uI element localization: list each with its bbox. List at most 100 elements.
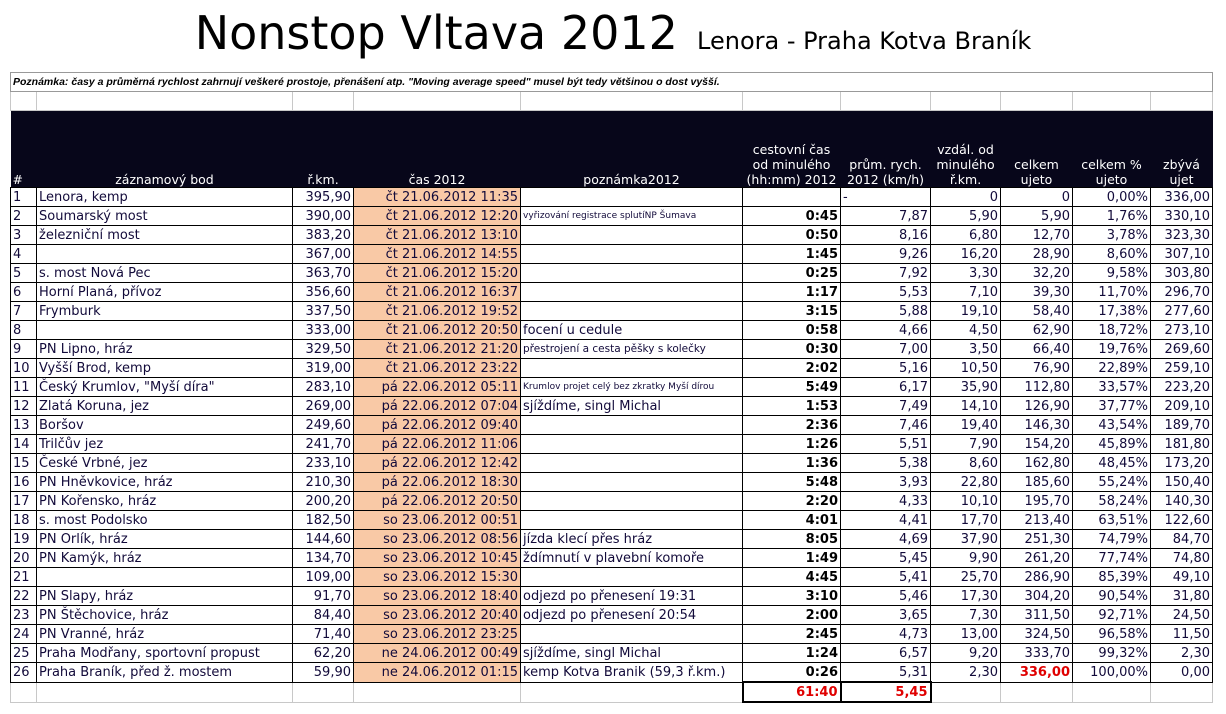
river-km-cell[interactable]: 91,70 <box>292 586 354 606</box>
row-number-cell[interactable]: 17 <box>10 491 37 511</box>
travel-time-cell[interactable]: 4:45 <box>742 567 841 587</box>
empty-cell[interactable] <box>1150 91 1213 111</box>
travel-time-cell[interactable]: 4:01 <box>742 510 841 530</box>
remaining-km-cell[interactable]: 269,60 <box>1150 339 1213 359</box>
remark-cell[interactable]: kemp Kotva Branik (59,3 ř.km.) <box>520 662 743 683</box>
river-km-cell[interactable]: 210,30 <box>292 472 354 492</box>
travel-time-cell[interactable]: 5:48 <box>742 472 841 492</box>
remark-cell[interactable] <box>520 358 743 378</box>
timestamp-cell[interactable]: čt 21.06.2012 15:20 <box>353 263 521 283</box>
avg-speed-cell[interactable]: 9,26 <box>840 244 931 264</box>
total-km-cell[interactable]: 261,20 <box>1000 548 1073 568</box>
total-percent-cell[interactable]: 85,39% <box>1072 567 1151 587</box>
travel-time-cell[interactable]: 1:49 <box>742 548 841 568</box>
remaining-km-cell[interactable]: 49,10 <box>1150 567 1213 587</box>
river-km-cell[interactable]: 182,50 <box>292 510 354 530</box>
point-name-cell[interactable] <box>36 320 293 340</box>
row-number-cell[interactable]: 24 <box>10 624 37 644</box>
distance-cell[interactable]: 8,60 <box>930 453 1001 473</box>
river-km-cell[interactable]: 62,20 <box>292 643 354 663</box>
total-percent-cell[interactable]: 33,57% <box>1072 377 1151 397</box>
total-percent-cell[interactable]: 1,76% <box>1072 206 1151 226</box>
travel-time-cell[interactable]: 8:05 <box>742 529 841 549</box>
total-km-cell[interactable]: 333,70 <box>1000 643 1073 663</box>
travel-time-cell[interactable]: 2:00 <box>742 605 841 625</box>
timestamp-cell[interactable]: čt 21.06.2012 13:10 <box>353 225 521 245</box>
remark-cell[interactable] <box>520 263 743 283</box>
total-km-cell[interactable]: 185,60 <box>1000 472 1073 492</box>
travel-time-cell[interactable]: 1:36 <box>742 453 841 473</box>
point-name-cell[interactable]: Lenora, kemp <box>36 187 293 207</box>
distance-cell[interactable]: 37,90 <box>930 529 1001 549</box>
distance-cell[interactable]: 16,20 <box>930 244 1001 264</box>
timestamp-cell[interactable]: čt 21.06.2012 14:55 <box>353 244 521 264</box>
travel-time-cell[interactable]: 1:24 <box>742 643 841 663</box>
river-km-cell[interactable]: 356,60 <box>292 282 354 302</box>
remark-cell[interactable] <box>520 491 743 511</box>
avg-speed-cell[interactable]: 7,00 <box>840 339 931 359</box>
timestamp-cell[interactable]: čt 21.06.2012 23:22 <box>353 358 521 378</box>
total-km-cell[interactable]: 58,40 <box>1000 301 1073 321</box>
point-name-cell[interactable] <box>36 567 293 587</box>
total-km-cell[interactable]: 62,90 <box>1000 320 1073 340</box>
total-avg-speed[interactable]: 5,45 <box>839 681 932 703</box>
point-name-cell[interactable]: Soumarský most <box>36 206 293 226</box>
river-km-cell[interactable]: 200,20 <box>292 491 354 511</box>
row-number-cell[interactable]: 4 <box>10 244 37 264</box>
distance-cell[interactable]: 7,10 <box>930 282 1001 302</box>
total-percent-cell[interactable]: 55,24% <box>1072 472 1151 492</box>
timestamp-cell[interactable]: so 23.06.2012 10:45 <box>353 548 521 568</box>
travel-time-cell[interactable]: 1:53 <box>742 396 841 416</box>
row-number-cell[interactable]: 22 <box>10 586 37 606</box>
distance-cell[interactable]: 10,50 <box>930 358 1001 378</box>
timestamp-cell[interactable]: so 23.06.2012 08:56 <box>353 529 521 549</box>
row-number-cell[interactable]: 2 <box>10 206 37 226</box>
timestamp-cell[interactable]: pá 22.06.2012 05:11 <box>353 377 521 397</box>
timestamp-cell[interactable]: ne 24.06.2012 01:15 <box>353 662 521 683</box>
river-km-cell[interactable]: 241,70 <box>292 434 354 454</box>
header-remark[interactable]: poznámka2012 <box>520 110 743 188</box>
distance-cell[interactable]: 9,20 <box>930 643 1001 663</box>
remaining-km-cell[interactable]: 223,20 <box>1150 377 1213 397</box>
avg-speed-cell[interactable]: - <box>840 187 931 207</box>
distance-cell[interactable]: 3,50 <box>930 339 1001 359</box>
travel-time-cell[interactable]: 2:36 <box>742 415 841 435</box>
remark-cell[interactable]: ždímnutí v plavební komoře <box>520 548 743 568</box>
total-km-cell[interactable]: 286,90 <box>1000 567 1073 587</box>
remark-cell[interactable]: přestrojení a cesta pěšky s kolečky <box>520 339 743 359</box>
total-km-cell[interactable]: 5,90 <box>1000 206 1073 226</box>
travel-time-cell[interactable]: 1:26 <box>742 434 841 454</box>
empty-cell[interactable] <box>36 681 293 703</box>
point-name-cell[interactable] <box>36 244 293 264</box>
row-number-cell[interactable]: 8 <box>10 320 37 340</box>
point-name-cell[interactable]: Trilčův jez <box>36 434 293 454</box>
distance-cell[interactable]: 13,00 <box>930 624 1001 644</box>
remaining-km-cell[interactable]: 303,80 <box>1150 263 1213 283</box>
total-percent-cell[interactable]: 9,58% <box>1072 263 1151 283</box>
header-remaining-km[interactable]: zbývá ujet <box>1150 110 1213 188</box>
avg-speed-cell[interactable]: 6,17 <box>840 377 931 397</box>
total-percent-cell[interactable]: 37,77% <box>1072 396 1151 416</box>
header-distance[interactable]: vzdál. od minulého ř.km. <box>930 110 1001 188</box>
header-point-name[interactable]: záznamový bod <box>36 110 293 188</box>
avg-speed-cell[interactable]: 4,73 <box>840 624 931 644</box>
remaining-km-cell[interactable]: 173,20 <box>1150 453 1213 473</box>
remaining-km-cell[interactable]: 209,10 <box>1150 396 1213 416</box>
timestamp-cell[interactable]: pá 22.06.2012 12:42 <box>353 453 521 473</box>
remark-cell[interactable] <box>520 415 743 435</box>
empty-cell[interactable] <box>36 91 293 111</box>
timestamp-cell[interactable]: ne 24.06.2012 00:49 <box>353 643 521 663</box>
remaining-km-cell[interactable]: 122,60 <box>1150 510 1213 530</box>
distance-cell[interactable]: 9,90 <box>930 548 1001 568</box>
total-km-cell[interactable]: 66,40 <box>1000 339 1073 359</box>
header-row-number[interactable]: # <box>10 110 37 188</box>
header-travel-time[interactable]: cestovní čas od minulého (hh:mm) 2012 <box>742 110 841 188</box>
distance-cell[interactable]: 25,70 <box>930 567 1001 587</box>
travel-time-cell[interactable] <box>742 187 841 207</box>
travel-time-cell[interactable]: 1:17 <box>742 282 841 302</box>
avg-speed-cell[interactable]: 7,46 <box>840 415 931 435</box>
total-percent-cell[interactable]: 45,89% <box>1072 434 1151 454</box>
row-number-cell[interactable]: 20 <box>10 548 37 568</box>
avg-speed-cell[interactable]: 5,51 <box>840 434 931 454</box>
total-km-cell[interactable]: 76,90 <box>1000 358 1073 378</box>
